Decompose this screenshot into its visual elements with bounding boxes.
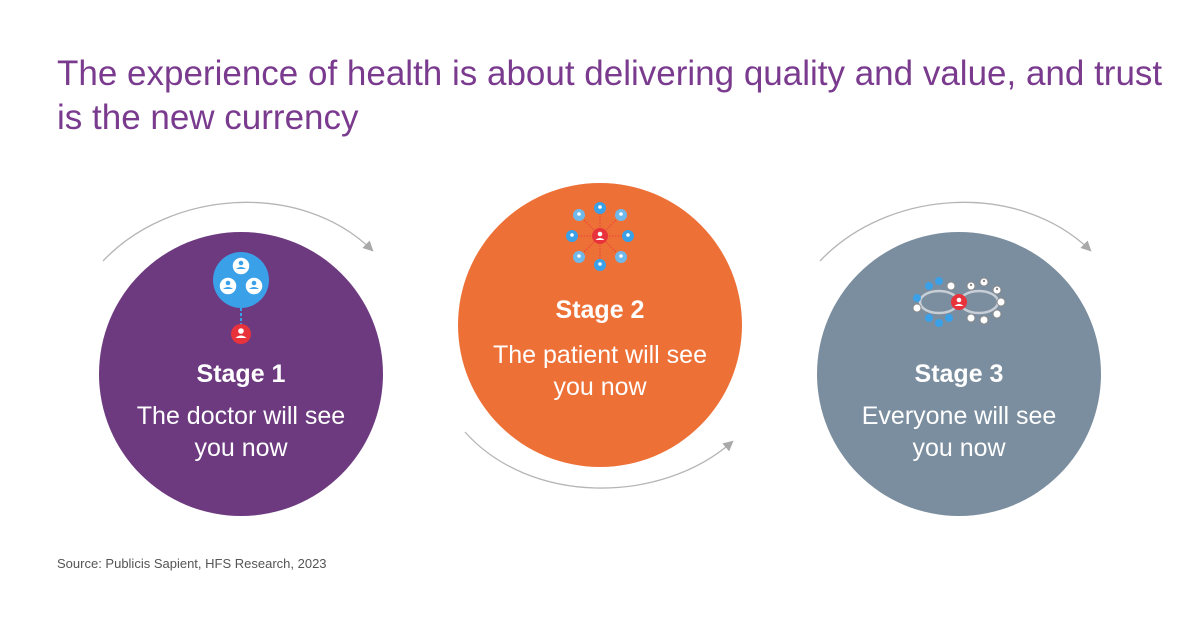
curved-arrow-icon	[102, 201, 374, 262]
ecosystem-network-icon	[912, 277, 1006, 327]
stage-3-circle: Stage 3 Everyone will see you now	[817, 232, 1101, 516]
stage-2-circle: Stage 2 The patient will see you now	[458, 183, 742, 467]
stage-2-title: Stage 2	[555, 296, 645, 324]
stage-1-description: The doctor will see you now	[136, 402, 346, 462]
stage-3-title: Stage 3	[914, 360, 1004, 388]
doctor-centric-network-icon	[213, 252, 269, 344]
stage-1-circle: Stage 1 The doctor will see you now	[99, 232, 383, 516]
stage-3-description: Everyone will see you now	[861, 402, 1057, 462]
curved-arrow-icon	[819, 201, 1092, 262]
curved-arrow-icon	[464, 431, 734, 489]
stage-1-title: Stage 1	[196, 360, 286, 388]
stage-2-description: The patient will see you now	[492, 341, 707, 401]
source-note: Source: Publicis Sapient, HFS Research, …	[57, 556, 327, 571]
patient-centric-network-icon	[566, 202, 634, 271]
page-title: The experience of health is about delive…	[57, 54, 1163, 137]
